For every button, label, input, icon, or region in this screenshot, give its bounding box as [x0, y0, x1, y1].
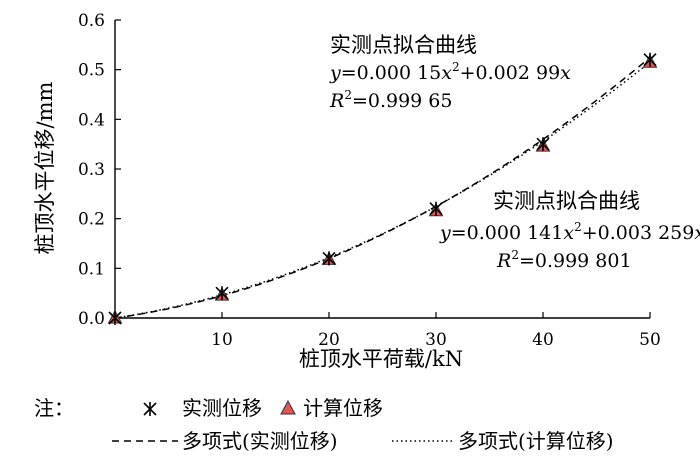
annotation-calculated-equation: y=0.000 141x2+0.003 259x: [439, 220, 700, 244]
x-tick-label: 10: [211, 330, 233, 350]
legend-note: 注：: [34, 396, 74, 420]
y-tick-label: 0.1: [78, 259, 105, 279]
markers: [107, 52, 658, 325]
legend-label-calculated: 计算位移: [303, 396, 383, 420]
marker-measured: [429, 201, 443, 216]
y-tick-label: 0.6: [78, 11, 105, 31]
marker-measured: [322, 251, 336, 266]
x-axis-title: 桩顶水平荷载/kN: [299, 347, 463, 371]
legend-marker-triangle: [280, 399, 296, 415]
x-tick-label: 40: [532, 330, 554, 350]
annotation-measured: 实测点拟合曲线 y=0.000 15x2+0.002 99x R2=0.999 …: [329, 33, 571, 112]
x-tick-label: 50: [639, 330, 661, 350]
annotation-measured-equation: y=0.000 15x2+0.002 99x: [329, 60, 571, 84]
annotation-calculated-title: 实测点拟合曲线: [493, 189, 640, 213]
y-tick-label: 0.2: [78, 210, 105, 230]
annotation-calculated: 实测点拟合曲线 y=0.000 141x2+0.003 259x R2=0.99…: [439, 189, 700, 272]
annotation-measured-title: 实测点拟合曲线: [330, 33, 477, 57]
y-tick-label: 0.0: [78, 309, 105, 329]
marker-measured: [108, 311, 122, 325]
fit-line-measured: [114, 56, 651, 319]
x-tick-label: 30: [425, 330, 447, 350]
legend-marker-asterisk: [143, 402, 157, 416]
legend-label-measured: 实测位移: [182, 396, 262, 420]
fit-lines: [114, 56, 651, 319]
annotation-calculated-r2: R2=0.999 801: [496, 248, 632, 272]
fit-line-calculated: [114, 61, 651, 319]
legend-label-fit-calculated: 多项式(计算位移): [458, 429, 614, 453]
y-axis-title: 桩顶水平位移/mm: [33, 81, 57, 254]
annotation-measured-r2: R2=0.999 65: [329, 88, 452, 112]
y-tick-label: 0.3: [78, 160, 105, 180]
marker-measured: [643, 52, 657, 67]
legend: 注： 实测位移 计算位移 多项式(实测位移) 多项式(计算位移): [34, 396, 614, 453]
x-tick-label: 20: [318, 330, 340, 350]
y-tick-label: 0.4: [78, 110, 105, 130]
y-tick-label: 0.5: [78, 61, 105, 81]
marker-measured: [215, 286, 229, 301]
legend-label-fit-measured: 多项式(实测位移): [182, 429, 338, 453]
marker-measured: [536, 137, 550, 152]
axes: 0.0 0.1 0.2 0.3 0.4 0.5 0.6 10 20 30 40 50: [78, 11, 661, 350]
